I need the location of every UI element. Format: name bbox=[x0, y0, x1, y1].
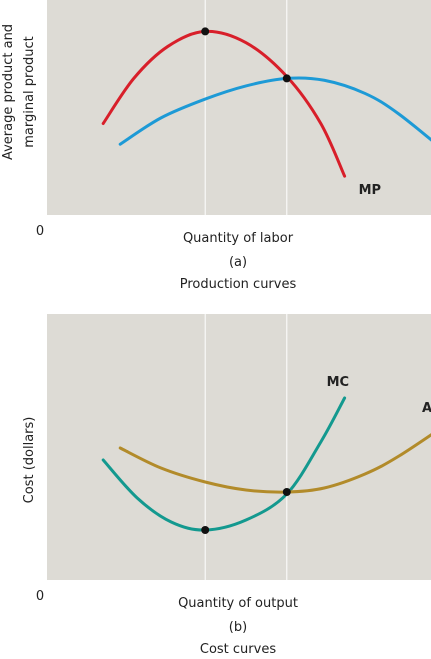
x-axis-title: Quantity of labor bbox=[183, 231, 294, 246]
plot-area bbox=[47, 314, 431, 580]
y-axis-title: Cost (dollars) bbox=[22, 417, 37, 504]
series-label-mp: MP bbox=[359, 183, 381, 198]
panel-caption: Cost curves bbox=[200, 642, 276, 657]
intersection-point bbox=[201, 526, 210, 534]
series-label-mc: MC bbox=[327, 375, 349, 390]
series-line-mc bbox=[101, 396, 347, 532]
x-axis-title: Quantity of output bbox=[178, 596, 298, 611]
intersection-point bbox=[282, 488, 291, 496]
y-axis-title-line-2: marginal product bbox=[22, 36, 37, 148]
series-line-mp bbox=[101, 29, 347, 178]
production-curves-panel: MPAP Average product and marginal produc… bbox=[1, 0, 431, 292]
origin-label: 0 bbox=[36, 224, 44, 239]
origin-label: 0 bbox=[36, 589, 44, 604]
intersection-point bbox=[201, 27, 210, 36]
intersection-point bbox=[282, 74, 291, 83]
panel-label: (b) bbox=[229, 620, 247, 635]
plot-area bbox=[47, 0, 431, 215]
y-axis-title-line-1: Average product and bbox=[1, 24, 16, 160]
series-label-avc: AVC bbox=[422, 401, 431, 416]
cost-curves-panel: MC AVC Cost (dollars) 0 Quantity of outpu… bbox=[22, 314, 431, 657]
panel-caption: Production curves bbox=[180, 277, 297, 292]
panel-label: (a) bbox=[229, 255, 247, 270]
